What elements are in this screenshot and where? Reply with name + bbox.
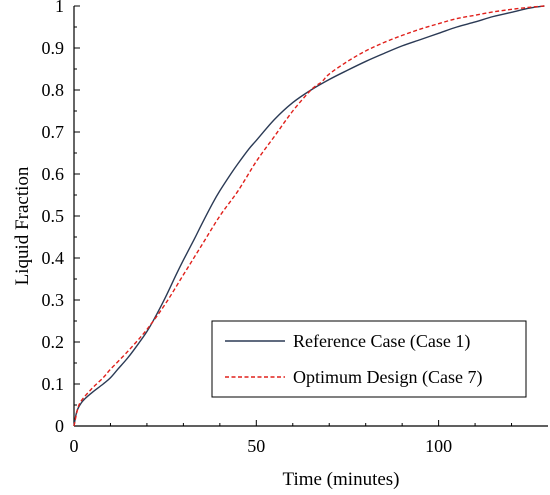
y-tick-label: 0.4: [42, 248, 65, 268]
x-tick-label: 0: [70, 436, 79, 456]
y-tick-label: 0.6: [42, 164, 65, 184]
legend-box: [211, 320, 527, 398]
y-tick-label: 0.2: [42, 332, 65, 352]
series-group: [73, 5, 545, 427]
y-tick-label: 0: [55, 416, 64, 436]
y-tick-label: 0.9: [42, 38, 65, 58]
y-tick-label: 0.8: [42, 80, 65, 100]
y-tick-label: 0.7: [42, 122, 65, 142]
axes: [73, 5, 548, 427]
legend: Reference Case (Case 1) Optimum Design (…: [211, 320, 527, 398]
legend-label-reference-case: Reference Case (Case 1): [293, 331, 470, 352]
series-line-reference-case: [73, 5, 545, 427]
x-tick-label: 100: [425, 436, 452, 456]
y-tick-label: 0.3: [42, 290, 65, 310]
legend-label-optimum-design: Optimum Design (Case 7): [293, 367, 482, 388]
series-line-optimum-design: [73, 5, 545, 427]
y-tick-label: 0.5: [42, 206, 65, 226]
y-tick-label: 0.1: [42, 374, 65, 394]
tick-labels: 0 0.1 0.2 0.3 0.4 0.5 0.6 0.7 0.8 0.9 1 0 50 100: [42, 0, 453, 456]
y-tick-label: 1: [55, 0, 64, 16]
x-tick-label: 50: [247, 436, 265, 456]
x-axis-title: Time (minutes): [283, 469, 400, 490]
y-axis-title: Liquid Fraction: [12, 166, 33, 285]
